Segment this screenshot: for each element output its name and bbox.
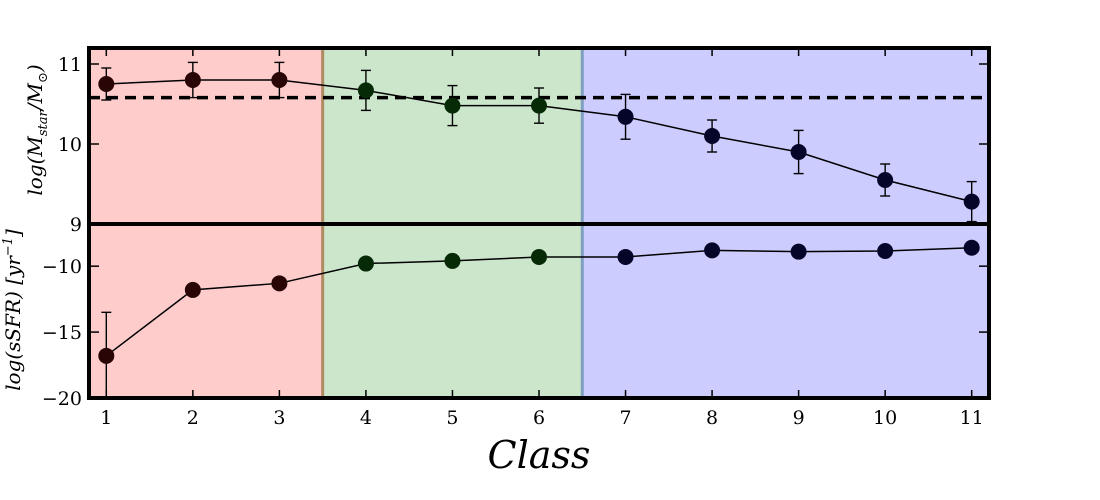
stellar-mass-series: [98, 61, 980, 223]
y-axis-title-ssfr: log(sSFR) [yr−1]: [1, 229, 25, 391]
y-tick-label: 10: [58, 134, 82, 156]
y-tick-label: −15: [42, 322, 82, 344]
data-point: [98, 76, 115, 92]
data-point: [184, 281, 201, 298]
data-point: [98, 347, 115, 364]
x-tick-label: 9: [793, 407, 805, 429]
x-tick-label: 11: [960, 407, 984, 429]
data-point: [617, 248, 634, 265]
data-point: [877, 172, 894, 188]
data-point: [877, 243, 894, 260]
x-tick-label: 6: [533, 407, 545, 429]
data-point: [790, 243, 807, 260]
data-point: [617, 108, 634, 125]
x-axis-title: Class: [488, 433, 591, 477]
ssfr-series: [98, 239, 980, 398]
data-point: [444, 252, 461, 269]
data-point: [531, 248, 547, 265]
data-point: [704, 128, 721, 144]
data-point: [357, 82, 374, 99]
y-tick-label: 11: [58, 54, 82, 76]
x-tick-label: 3: [273, 407, 285, 429]
data-point: [184, 72, 201, 88]
data-point: [357, 255, 374, 272]
y-tick-label: 9: [70, 214, 82, 236]
x-tick-label: 10: [873, 407, 897, 429]
y-tick-label: −20: [42, 388, 82, 410]
x-tick-label: 1: [100, 407, 112, 429]
y-axis-ticks: 9 10 11 −20 −15 −10: [42, 54, 989, 410]
x-tick-label: 2: [187, 407, 199, 429]
data-point: [444, 97, 461, 114]
data-point: [271, 72, 288, 88]
data-point: [271, 275, 288, 292]
data-point: [704, 242, 721, 259]
data-point: [963, 193, 980, 210]
x-tick-label: 8: [706, 407, 718, 429]
x-axis-ticks: 1 2 3 4 5 6 7 8 9 10 11: [100, 48, 984, 429]
data-point: [963, 239, 980, 256]
data-point: [531, 97, 547, 114]
y-tick-label: −10: [42, 256, 82, 278]
x-tick-label: 4: [360, 407, 372, 429]
y-axis-title-stellar-mass: log(Mstar/M⊙): [23, 64, 51, 195]
x-tick-label: 5: [446, 407, 458, 429]
x-tick-label: 7: [619, 407, 631, 429]
data-point: [790, 144, 807, 160]
